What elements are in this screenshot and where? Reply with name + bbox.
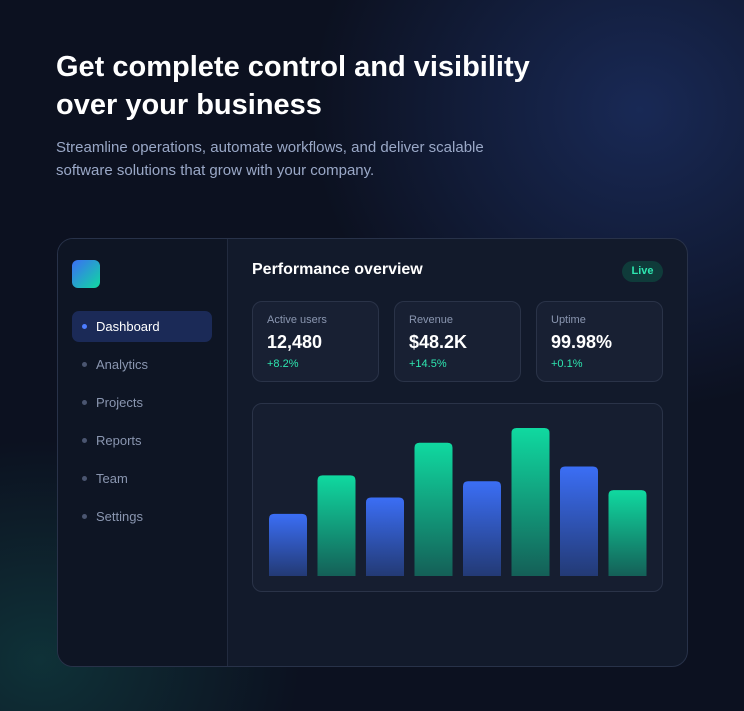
nav-item[interactable]: Settings: [72, 501, 212, 532]
hero-title: Get complete control and visibility over…: [56, 51, 530, 121]
nav-label: Settings: [96, 509, 143, 524]
bar: [269, 513, 307, 576]
live-badge: Live: [622, 261, 663, 282]
stat-card: Active users 12,480 +8.2%: [252, 301, 379, 382]
stat-label: Active users: [267, 314, 327, 326]
nav-item[interactable]: Projects: [72, 387, 212, 418]
nav-item[interactable]: Analytics: [72, 349, 212, 380]
nav-item[interactable]: Dashboard: [72, 311, 212, 342]
sidebar: Dashboard Analytics Projects Reports Team Set…: [58, 239, 228, 666]
bar: [463, 481, 501, 576]
logo: [72, 260, 100, 288]
stat-change: +8.2%: [267, 358, 299, 370]
nav-label: Projects: [96, 395, 143, 410]
stat-value: 12,480: [267, 332, 323, 352]
nav-dot: [82, 324, 87, 329]
nav-label: Reports: [96, 433, 142, 448]
stat-change: +14.5%: [409, 358, 447, 370]
chart: [269, 428, 647, 576]
stat-label: Revenue: [409, 314, 454, 326]
chart-panel: [252, 403, 663, 592]
nav-label: Analytics: [96, 357, 149, 372]
nav-dot: [82, 400, 87, 405]
stat-value: $48.2K: [409, 332, 468, 352]
hero-subtitle: Streamline operations, automate workflow…: [56, 139, 484, 179]
stat-change: +0.1%: [551, 358, 583, 370]
bar: [560, 466, 598, 576]
nav-item[interactable]: Reports: [72, 425, 212, 456]
stat-value: 99.98%: [551, 332, 613, 352]
stat-card: Uptime 99.98% +0.1%: [536, 301, 663, 382]
nav-label: Team: [96, 471, 128, 486]
stat-card: Revenue $48.2K +14.5%: [394, 301, 521, 382]
nav-dot: [82, 438, 87, 443]
panel-title: Performance overview: [252, 261, 423, 278]
stat-label: Uptime: [551, 314, 586, 326]
bar: [317, 475, 356, 576]
nav-item[interactable]: Team: [72, 463, 212, 494]
bar: [511, 428, 550, 576]
nav-dot: [82, 476, 87, 481]
nav-label: Dashboard: [96, 319, 160, 334]
nav-dot: [82, 514, 87, 519]
dashboard-card: Dashboard Analytics Projects Reports Team Set…: [57, 238, 688, 667]
bar: [608, 490, 647, 576]
bar: [366, 497, 404, 576]
nav-dot: [82, 362, 87, 367]
bar: [414, 442, 453, 576]
